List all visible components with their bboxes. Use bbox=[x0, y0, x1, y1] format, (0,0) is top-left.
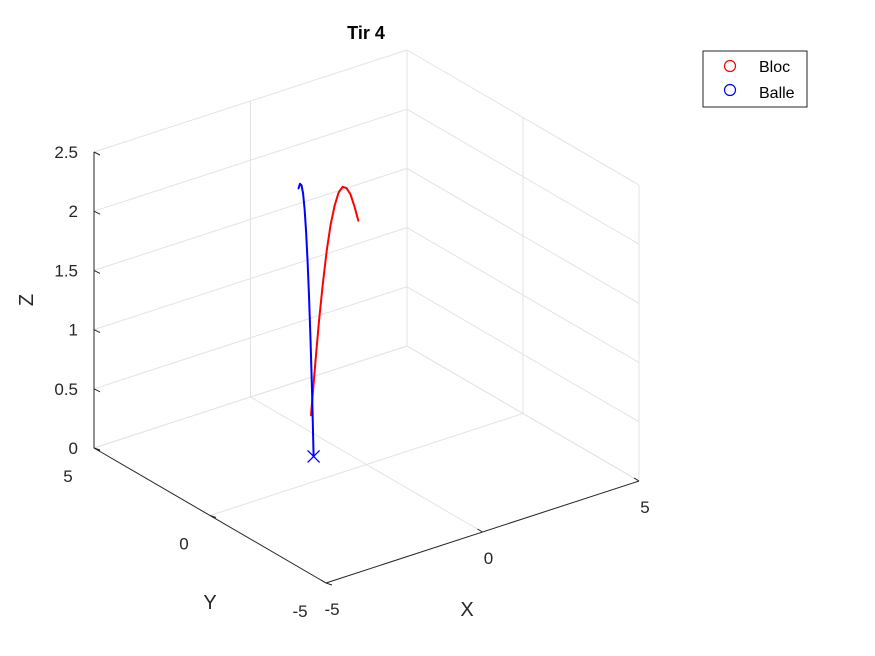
grid-line-wall-y-horizontal bbox=[93, 227, 408, 331]
grid-lines bbox=[93, 49, 640, 584]
x-tick-mark bbox=[477, 528, 483, 533]
data-series bbox=[297, 182, 360, 463]
y-axis-label: Y bbox=[203, 592, 216, 614]
grid-line-wall-y-horizontal bbox=[93, 108, 408, 212]
z-tick-label: 1 bbox=[69, 321, 78, 340]
grid-line-wall-y-horizontal bbox=[93, 286, 408, 390]
grid-line-wall-x-horizontal bbox=[406, 167, 640, 304]
z-tick-mark bbox=[93, 388, 101, 393]
z-tick-mark bbox=[93, 210, 101, 215]
grid-line-wall-x-horizontal bbox=[406, 227, 640, 364]
x-axis-label: X bbox=[460, 599, 473, 621]
x-tick-label: 0 bbox=[484, 549, 493, 568]
y-tick-mark bbox=[325, 582, 333, 586]
z-tick-label: 1.5 bbox=[54, 261, 78, 280]
z-tick-mark bbox=[93, 151, 101, 156]
z-tick-label: 2 bbox=[69, 202, 78, 221]
y-tick-label: 5 bbox=[63, 467, 72, 486]
y-tick-mark bbox=[209, 515, 217, 518]
series-line-bloc bbox=[310, 185, 360, 417]
grid-line-wall-x-horizontal bbox=[406, 345, 640, 482]
legend: Bloc Balle bbox=[702, 50, 808, 108]
y-tick-label: 0 bbox=[179, 535, 188, 554]
legend-label-balle: Balle bbox=[759, 85, 795, 102]
z-tick-label: 2.5 bbox=[54, 143, 78, 162]
legend-box bbox=[702, 50, 808, 108]
z-tick-label: 0.5 bbox=[54, 380, 78, 399]
z-tick-mark bbox=[93, 269, 101, 274]
grid-line-wall-y-horizontal bbox=[93, 49, 408, 153]
grid-line-wall-x-horizontal bbox=[406, 286, 640, 423]
grid-line-wall-y-horizontal bbox=[93, 167, 408, 271]
grid-line-wall-x-horizontal bbox=[406, 108, 640, 245]
legend-marker-bloc bbox=[723, 59, 737, 73]
end-marker-balle bbox=[307, 450, 321, 463]
grid-line-wall-y-horizontal bbox=[93, 345, 408, 449]
z-tick-mark bbox=[93, 447, 101, 452]
y-tick-label: -5 bbox=[292, 602, 307, 621]
legend-marker-balle bbox=[723, 83, 737, 97]
x-tick-label: -5 bbox=[324, 600, 339, 619]
x-tick-mark bbox=[320, 579, 327, 584]
legend-label-bloc: Bloc bbox=[759, 59, 790, 76]
x-tick-mark bbox=[633, 477, 640, 482]
grid-line-wall-x-horizontal bbox=[406, 49, 640, 186]
z-tick-label: 0 bbox=[69, 439, 78, 458]
chart-title: Tir 4 bbox=[347, 23, 385, 43]
x-tick-label: 5 bbox=[640, 498, 649, 517]
grid-line-floor-y bbox=[209, 413, 524, 516]
z-tick-mark bbox=[93, 329, 101, 334]
series-line-balle bbox=[297, 182, 315, 458]
axes: -5 0 5 -5 0 5 0 0.5 1 1.5 2 2.5 bbox=[54, 143, 649, 621]
z-axis-label: Z bbox=[16, 294, 38, 306]
